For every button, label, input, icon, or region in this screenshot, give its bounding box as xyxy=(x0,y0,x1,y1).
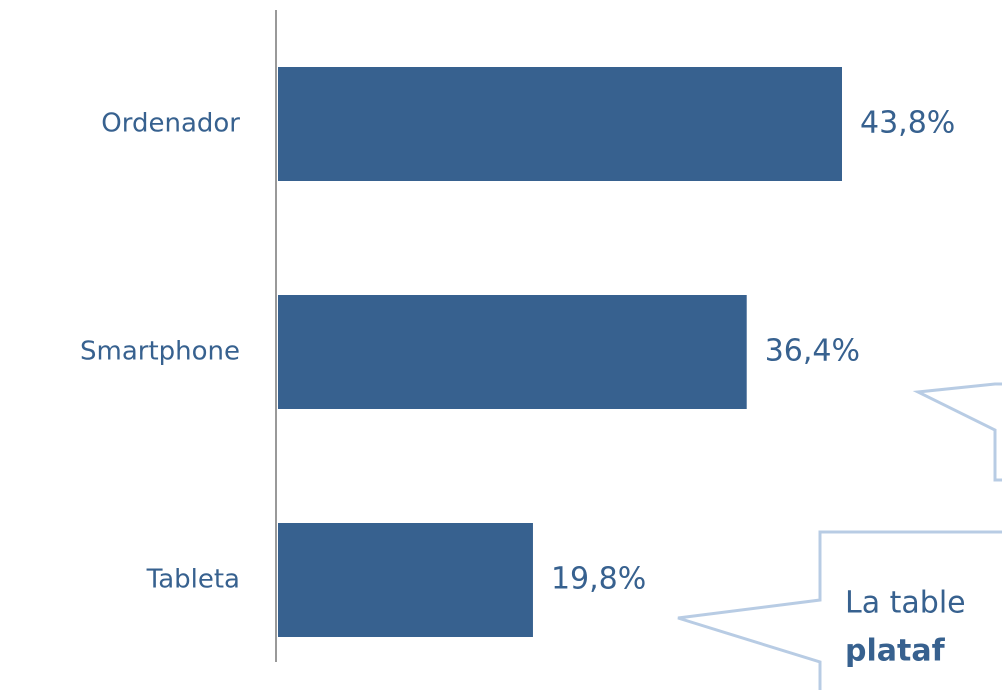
value-label: 19,8% xyxy=(551,562,646,597)
category-label: Smartphone xyxy=(80,337,240,367)
callout xyxy=(677,530,1002,690)
annotation: La table xyxy=(845,586,966,621)
callout xyxy=(912,382,1002,482)
bar xyxy=(278,67,842,181)
value-label: 43,8% xyxy=(860,106,955,141)
annotation: plataf xyxy=(845,634,946,669)
value-label: 36,4% xyxy=(765,334,860,369)
bar xyxy=(278,523,533,637)
category-label: Ordenador xyxy=(101,109,240,139)
category-label: Tableta xyxy=(146,565,240,595)
bar xyxy=(278,295,747,409)
